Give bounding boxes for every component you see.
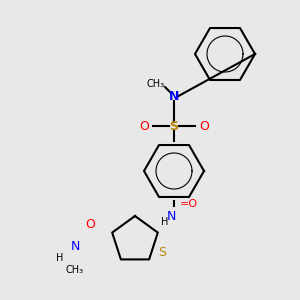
Text: N: N [166,209,176,223]
Text: O: O [85,218,95,232]
Text: CH₃: CH₃ [147,79,165,89]
Text: S: S [158,245,166,259]
Text: H: H [161,217,169,227]
Text: O: O [199,119,209,133]
Text: H: H [56,253,64,263]
Text: N: N [70,239,80,253]
Text: S: S [169,119,178,133]
Text: O: O [139,119,149,133]
Text: CH₃: CH₃ [66,265,84,275]
Text: =O: =O [180,199,198,209]
Text: N: N [169,89,179,103]
